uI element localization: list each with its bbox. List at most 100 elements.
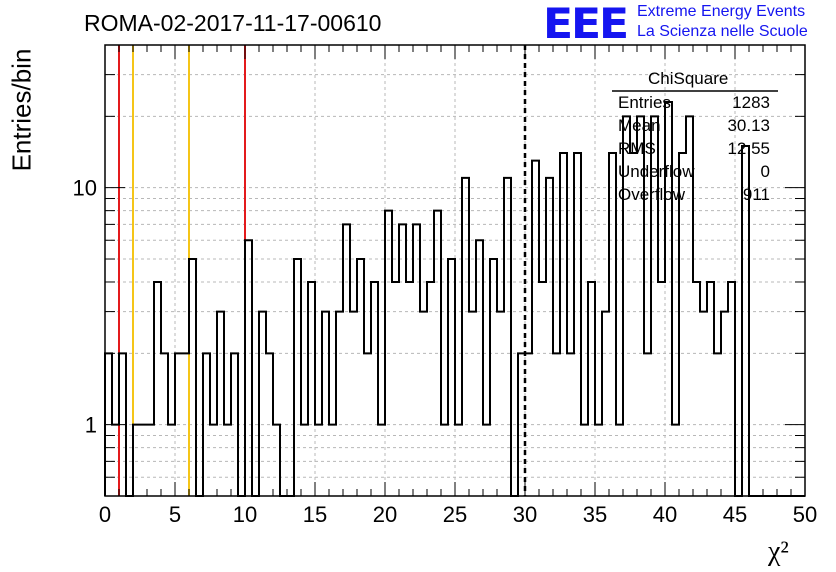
histogram-bin — [336, 312, 343, 496]
x-tick-label: 45 — [723, 502, 747, 527]
stats-label: RMS — [618, 139, 656, 158]
stats-value: 30.13 — [727, 116, 770, 135]
histogram-bin — [308, 282, 315, 496]
histogram-bin — [609, 153, 616, 496]
histogram-bin — [203, 353, 210, 496]
stats-row-entries: Entries 1283 — [618, 93, 770, 115]
histogram-bin — [455, 425, 462, 496]
histogram-bin — [574, 153, 581, 496]
histogram-bin — [644, 353, 651, 496]
histogram-bin — [693, 282, 700, 496]
histogram-bin — [497, 312, 504, 496]
stats-label: Entries — [618, 93, 671, 112]
stats-row-mean: Mean 30.13 — [618, 116, 770, 138]
eee-logo: EEE — [543, 0, 629, 48]
histogram-bin — [700, 312, 707, 496]
histogram-bin — [168, 425, 175, 496]
histogram-bin — [413, 224, 420, 496]
histogram-bin — [133, 425, 140, 496]
x-tick-label: 35 — [583, 502, 607, 527]
histogram-outline — [104, 100, 805, 497]
x-axis-label: χ² — [768, 536, 789, 567]
histogram-bin — [350, 312, 357, 496]
histogram-bin — [273, 425, 280, 496]
histogram-bin — [266, 353, 273, 496]
histogram-bin — [525, 353, 532, 496]
x-tick-label: 0 — [99, 502, 111, 527]
histogram-bin — [553, 353, 560, 496]
histogram-bin — [483, 425, 490, 496]
histogram-bin — [560, 153, 567, 496]
chart-title: ROMA-02-2017-11-17-00610 — [84, 10, 382, 36]
histogram-bin — [161, 353, 168, 496]
histogram-bin — [539, 282, 546, 496]
stats-box-title: ChiSquare — [648, 69, 729, 88]
histogram-bin — [315, 425, 322, 496]
histogram-bin — [189, 259, 196, 496]
plot-frame — [104, 44, 806, 497]
y-axis-label: Entries/bin — [6, 48, 37, 172]
stats-value: 0 — [760, 162, 770, 181]
histogram-bin — [406, 282, 413, 496]
histogram-bin — [217, 312, 224, 496]
histogram-bin — [707, 282, 714, 496]
histogram-bin — [224, 425, 231, 496]
histogram-bin — [385, 211, 392, 496]
histogram-bin — [721, 312, 728, 496]
stats-value: 911 — [742, 185, 770, 204]
histogram-bin — [532, 161, 539, 496]
histogram-bin — [175, 353, 182, 496]
histogram-bin — [147, 425, 154, 496]
histogram — [104, 100, 805, 497]
stats-label: Overflow — [618, 185, 686, 204]
histogram-bin — [301, 425, 308, 496]
histogram-bin — [420, 312, 427, 496]
histogram-bin — [378, 425, 385, 496]
histogram-bin — [210, 425, 217, 496]
histogram-bin — [658, 282, 665, 496]
histogram-bin — [469, 312, 476, 496]
stats-label: Mean — [618, 116, 661, 135]
histogram-bin — [567, 353, 574, 496]
x-tick-label: 20 — [373, 502, 397, 527]
histogram-bin — [329, 425, 336, 496]
histogram-bin — [448, 259, 455, 496]
histogram-bin — [322, 312, 329, 496]
x-tick-label: 50 — [793, 502, 817, 527]
histogram-bin — [371, 282, 378, 496]
y-tick-label: 10 — [73, 176, 97, 201]
histogram-bin — [616, 425, 623, 496]
histogram-bin — [364, 353, 371, 496]
histogram-bin — [343, 224, 350, 496]
histogram-bin — [581, 425, 588, 496]
histogram-bin — [441, 425, 448, 496]
x-tick-label: 25 — [443, 502, 467, 527]
histogram-bin — [399, 224, 406, 496]
logo-line-1: Extreme Energy Events — [637, 3, 806, 20]
histogram-bin — [294, 259, 301, 496]
histogram-bin — [259, 312, 266, 496]
stats-row-overflow: Overflow 911 — [618, 185, 770, 207]
histogram-bin — [231, 353, 238, 496]
histogram-bin — [595, 425, 602, 496]
tick-labels: 0 5 10 15 20 25 30 35 40 45 50 1 10 — [73, 176, 818, 527]
stats-row-underflow: Underflow 0 — [618, 162, 770, 184]
histogram-bin — [476, 240, 483, 496]
axis-ticks — [104, 44, 806, 497]
histogram-bin — [357, 259, 364, 496]
histogram-bin — [392, 282, 399, 496]
stats-row-rms: RMS 12.55 — [618, 139, 770, 161]
histogram-bin — [490, 259, 497, 496]
histogram-bin — [504, 178, 511, 496]
histogram-bin — [434, 211, 441, 496]
histogram-bin — [588, 282, 595, 496]
histogram-bin — [462, 178, 469, 496]
histogram-bin — [714, 353, 721, 496]
stats-value: 12.55 — [727, 139, 770, 158]
histogram-bin — [518, 353, 525, 496]
stats-label: Underflow — [618, 162, 695, 181]
histogram-bin — [602, 312, 609, 496]
histogram-bin — [672, 425, 679, 496]
histogram-bin — [427, 282, 434, 496]
